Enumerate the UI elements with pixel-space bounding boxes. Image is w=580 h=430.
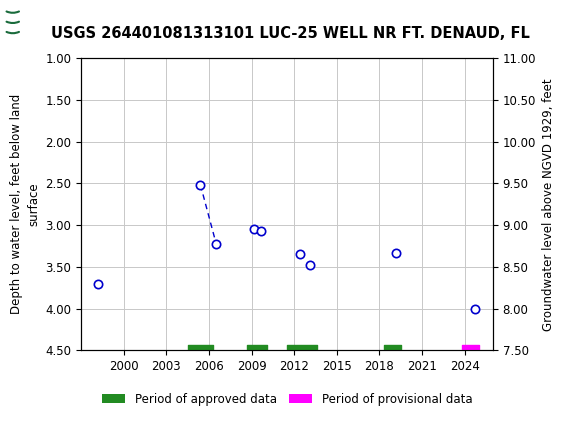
- Text: USGS: USGS: [26, 12, 81, 29]
- Legend: Period of approved data, Period of provisional data: Period of approved data, Period of provi…: [102, 393, 472, 406]
- Y-axis label: Groundwater level above NGVD 1929, feet: Groundwater level above NGVD 1929, feet: [542, 78, 555, 331]
- Text: USGS 264401081313101 LUC-25 WELL NR FT. DENAUD, FL: USGS 264401081313101 LUC-25 WELL NR FT. …: [50, 26, 530, 41]
- Text: USGS: USGS: [25, 12, 76, 29]
- Y-axis label: Depth to water level, feet below land
surface: Depth to water level, feet below land su…: [10, 94, 40, 314]
- Bar: [2, 2, 23, 39]
- Text: ▓: ▓: [6, 6, 21, 35]
